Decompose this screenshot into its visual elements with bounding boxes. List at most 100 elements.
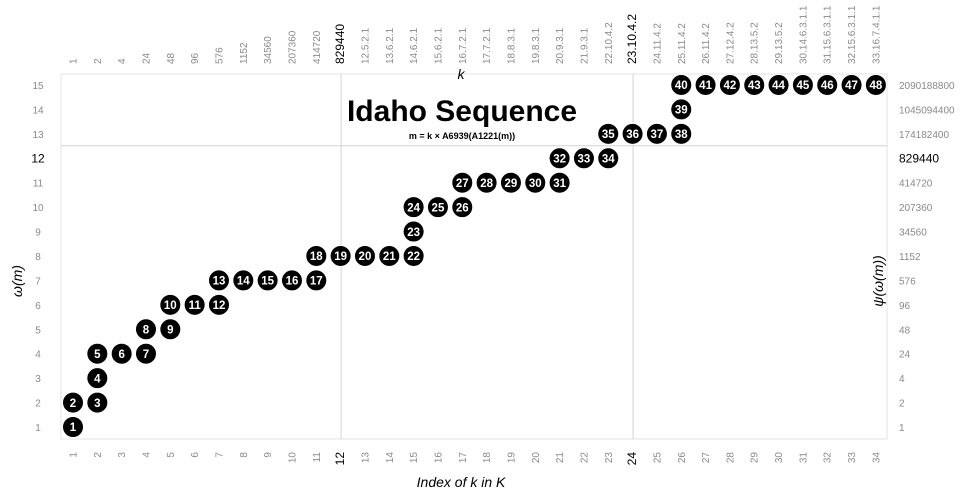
- point-marker: [110, 342, 133, 365]
- point-46: 46: [816, 73, 839, 96]
- point-marker: [597, 147, 620, 170]
- point-label: 37: [651, 129, 664, 141]
- point-marker: [305, 269, 328, 292]
- psi-tick-label: 4: [899, 374, 905, 385]
- x-tick-label: 26: [677, 452, 688, 464]
- k-tick-label: 28.13.5.2: [750, 22, 761, 64]
- point-label: 2: [70, 398, 76, 410]
- k-tick-label: 1: [69, 58, 80, 64]
- k-tick-label: 14.6.2.1: [409, 27, 420, 64]
- point-marker: [475, 171, 498, 194]
- point-label: 47: [845, 80, 858, 92]
- psi-tick-label: 1045094400: [899, 105, 955, 116]
- point-label: 19: [334, 251, 347, 263]
- point-label: 48: [869, 80, 882, 92]
- point-label: 7: [143, 349, 149, 361]
- point-marker: [134, 318, 157, 341]
- point-label: 3: [94, 398, 100, 410]
- point-marker: [499, 171, 522, 194]
- point-16: 16: [280, 269, 303, 292]
- point-marker: [183, 293, 206, 316]
- point-9: 9: [159, 318, 182, 341]
- x-tick-label: 28: [725, 452, 736, 464]
- x-tick-label: 12: [333, 452, 347, 466]
- point-47: 47: [840, 73, 863, 96]
- point-marker: [670, 98, 693, 121]
- point-40: 40: [670, 73, 693, 96]
- point-marker: [207, 293, 230, 316]
- point-label: 23: [407, 227, 420, 239]
- x-tick-label: 21: [555, 452, 566, 464]
- x-tick-label: 16: [433, 452, 444, 464]
- point-marker: [134, 342, 157, 365]
- point-label: 9: [167, 324, 173, 336]
- point-marker: [718, 73, 741, 96]
- point-48: 48: [864, 73, 887, 96]
- point-marker: [256, 269, 279, 292]
- point-marker: [402, 220, 425, 243]
- x-tick-label: 30: [774, 452, 785, 464]
- y-tick-label: 3: [35, 374, 41, 385]
- point-label: 40: [675, 80, 688, 92]
- point-25: 25: [426, 196, 449, 219]
- x-tick-label: 1: [69, 452, 80, 458]
- point-marker: [159, 318, 182, 341]
- x-tick-label: 4: [141, 452, 152, 458]
- x-tick-label: 18: [482, 452, 493, 464]
- k-tick-label: 829440: [333, 24, 347, 64]
- point-marker: [694, 73, 717, 96]
- x-axis-title: Index of k in K: [417, 474, 506, 490]
- point-marker: [86, 391, 109, 414]
- k-tick-label: 24: [141, 52, 152, 64]
- y-tick-label: 4: [35, 350, 41, 361]
- point-label: 12: [213, 300, 226, 312]
- point-label: 46: [821, 80, 834, 92]
- point-marker: [232, 269, 255, 292]
- point-label: 28: [480, 178, 493, 190]
- point-marker: [645, 122, 668, 145]
- x-axis-top-ticks: 1 2 4 24 48 96 576 1152 34560 207360 414720 829440 1…: [69, 5, 883, 64]
- k-tick-label: 2: [93, 58, 104, 64]
- point-marker: [305, 244, 328, 267]
- psi-tick-label: 96: [899, 301, 911, 312]
- y-axis-right-title: ψ(ω(m)): [870, 255, 886, 306]
- point-marker: [597, 122, 620, 145]
- y-tick-label: 13: [32, 130, 44, 141]
- y-tick-label: 11: [33, 179, 44, 190]
- point-marker: [402, 196, 425, 219]
- k-tick-label: 207360: [287, 30, 298, 64]
- point-label: 30: [529, 178, 542, 190]
- point-label: 26: [456, 202, 469, 214]
- point-29: 29: [499, 171, 522, 194]
- k-tick-label: 22.10.4.2: [604, 22, 615, 64]
- point-marker: [451, 171, 474, 194]
- point-5: 5: [86, 342, 109, 365]
- point-3: 3: [86, 391, 109, 414]
- x-tick-label: 6: [190, 452, 201, 458]
- point-label: 35: [602, 129, 615, 141]
- y-axis-title: ω(m): [9, 265, 25, 297]
- y-tick-label: 9: [35, 228, 41, 239]
- psi-tick-label: 207360: [899, 203, 933, 214]
- k-tick-label: 17.7.2.1: [482, 27, 493, 64]
- point-31: 31: [548, 171, 571, 194]
- chart-subtitle: m = k × A6939(A1221(m)): [409, 131, 515, 141]
- point-4: 4: [86, 367, 109, 390]
- psi-tick-label: 34560: [899, 228, 927, 239]
- k-tick-label: 20.9.3.1: [555, 27, 566, 64]
- point-7: 7: [134, 342, 157, 365]
- x-tick-label: 22: [579, 452, 590, 464]
- chart-title: Idaho Sequence: [347, 95, 577, 128]
- point-17: 17: [305, 269, 328, 292]
- k-tick-label: 414720: [312, 30, 323, 64]
- psi-tick-label: 48: [899, 325, 911, 336]
- k-tick-label: 13.6.2.1: [385, 27, 396, 64]
- k-tick-label: 19.8.3.1: [531, 27, 542, 64]
- point-label: 38: [675, 129, 688, 141]
- psi-tick-label: 2: [899, 399, 905, 410]
- point-label: 31: [553, 178, 566, 190]
- point-14: 14: [232, 269, 255, 292]
- y-tick-label: 7: [35, 276, 41, 287]
